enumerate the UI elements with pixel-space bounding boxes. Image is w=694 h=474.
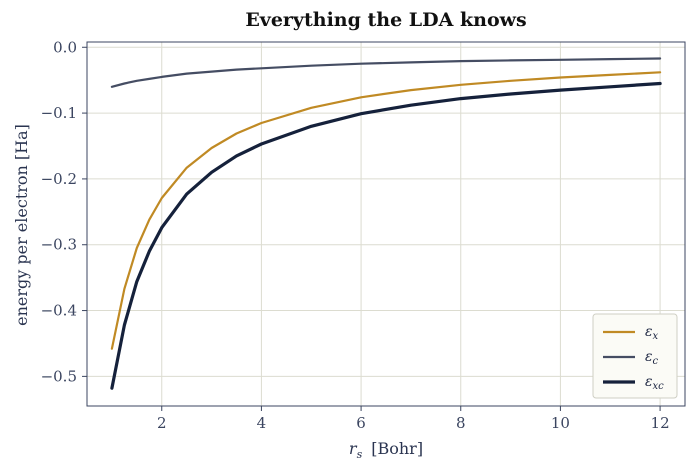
x-tick-label: 2 <box>157 414 167 432</box>
x-tick-label: 8 <box>456 414 466 432</box>
tick-labels: 2 4 6 8 10 12 0.0 −0.1 −0.2 −0.3 −0.4 −0.5 <box>41 38 670 432</box>
x-tick-label: 4 <box>257 414 267 432</box>
x-tick-label: 10 <box>551 414 570 432</box>
x-axis-unit: [Bohr] <box>371 439 423 458</box>
y-tick-label: −0.4 <box>41 302 77 320</box>
legend-label-x: εx <box>645 324 659 342</box>
series-lines <box>110 57 662 390</box>
x-tick-label: 6 <box>356 414 366 432</box>
x-axis-subscript: s <box>357 448 363 461</box>
x-axis-symbol: r <box>349 439 358 458</box>
chart-title: Everything the LDA knows <box>245 9 526 31</box>
y-tick-label: −0.5 <box>41 367 77 385</box>
y-tick-label: −0.1 <box>41 104 77 122</box>
grid <box>87 42 685 406</box>
x-tick-label: 12 <box>651 414 670 432</box>
y-tick-label: −0.3 <box>41 236 77 254</box>
legend-label-xc: εxc <box>645 374 664 392</box>
plot-frame <box>86 41 686 407</box>
y-tick-label: 0.0 <box>53 38 77 56</box>
series-line-x <box>110 71 662 350</box>
series-line-xc <box>110 81 662 390</box>
series-line-c <box>110 57 662 88</box>
x-axis-label: rs [Bohr] <box>349 439 423 461</box>
y-axis-label: energy per electron [Ha] <box>12 124 31 326</box>
legend-label-c: εc <box>645 349 659 367</box>
legend: εx εc εxc <box>592 313 678 399</box>
y-tick-label: −0.2 <box>41 170 77 188</box>
